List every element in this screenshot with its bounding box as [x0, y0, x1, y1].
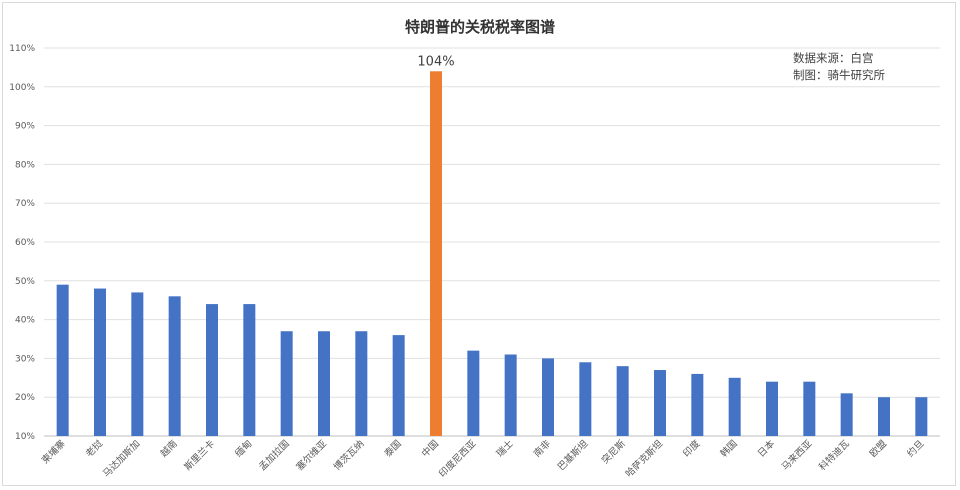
x-category-label: 缅甸 — [233, 438, 255, 460]
x-category-label: 越南 — [158, 438, 180, 460]
y-tick-label: 30% — [15, 354, 35, 364]
bar — [280, 331, 293, 436]
bar — [803, 381, 816, 436]
x-category-label: 科特迪瓦 — [816, 437, 852, 473]
x-category-label: 欧盟 — [867, 437, 889, 459]
y-tick-label: 50% — [15, 277, 35, 287]
x-category-label: 博茨瓦纳 — [331, 438, 366, 473]
x-category-label: 老挝 — [83, 437, 105, 459]
bar — [131, 292, 144, 436]
x-category-label: 马来西亚 — [780, 438, 815, 473]
x-category-label: 孟加拉国 — [256, 438, 291, 473]
bar — [579, 362, 592, 436]
bar — [766, 381, 778, 436]
y-tick-label: 90% — [15, 122, 35, 132]
x-category-label: 瑞士 — [494, 437, 516, 459]
bar — [691, 373, 704, 436]
chart-annotations: 数据来源：白宫 制图：骑牛研究所 — [793, 50, 885, 84]
x-category-label: 哈萨克斯坦 — [623, 437, 665, 479]
x-category-label: 柬埔寨 — [39, 437, 68, 466]
bar — [467, 350, 480, 436]
y-tick-label: 10% — [15, 432, 35, 442]
y-tick-label: 100% — [9, 83, 35, 93]
x-category-label: 印度尼西亚 — [436, 437, 478, 479]
bar — [616, 366, 629, 436]
bar — [504, 354, 517, 436]
x-category-label: 突尼斯 — [599, 437, 628, 466]
x-category-label: 泰国 — [382, 438, 404, 460]
bar — [318, 331, 330, 436]
y-tick-label: 60% — [15, 238, 35, 248]
x-category-label: 印度 — [681, 437, 703, 459]
bar — [654, 370, 666, 436]
bar — [94, 288, 106, 436]
x-category-label: 马达加斯加 — [100, 438, 142, 480]
bar — [392, 335, 405, 436]
bar — [243, 304, 256, 436]
x-category-label: 斯里兰卡 — [182, 437, 218, 473]
chart-title: 特朗普的关税税率图谱 — [404, 18, 555, 36]
y-tick-label: 110% — [9, 44, 35, 54]
bar — [840, 393, 853, 436]
x-category-label: 韩国 — [718, 438, 740, 460]
bar — [56, 284, 69, 436]
data-label: 104% — [417, 54, 454, 69]
x-category-label: 巴基斯坦 — [555, 437, 591, 473]
x-category-label: 南非 — [531, 437, 553, 459]
bar — [542, 358, 554, 436]
y-tick-label: 40% — [15, 316, 35, 326]
credit-note: 制图：骑牛研究所 — [793, 68, 885, 82]
x-category-label: 中国 — [419, 438, 441, 460]
bar — [728, 377, 741, 436]
y-tick-label: 70% — [15, 199, 35, 209]
bar — [355, 331, 368, 436]
bar — [168, 296, 181, 436]
bar — [915, 397, 928, 436]
y-tick-label: 80% — [15, 160, 35, 170]
bar — [430, 71, 442, 436]
bar — [878, 397, 890, 436]
x-category-label: 日本 — [755, 437, 777, 459]
source-note: 数据来源：白宫 — [793, 51, 874, 65]
x-category-label: 约旦 — [905, 438, 927, 460]
x-category-label: 塞尔维亚 — [294, 437, 330, 473]
bar — [206, 304, 218, 436]
y-tick-label: 20% — [15, 393, 35, 403]
